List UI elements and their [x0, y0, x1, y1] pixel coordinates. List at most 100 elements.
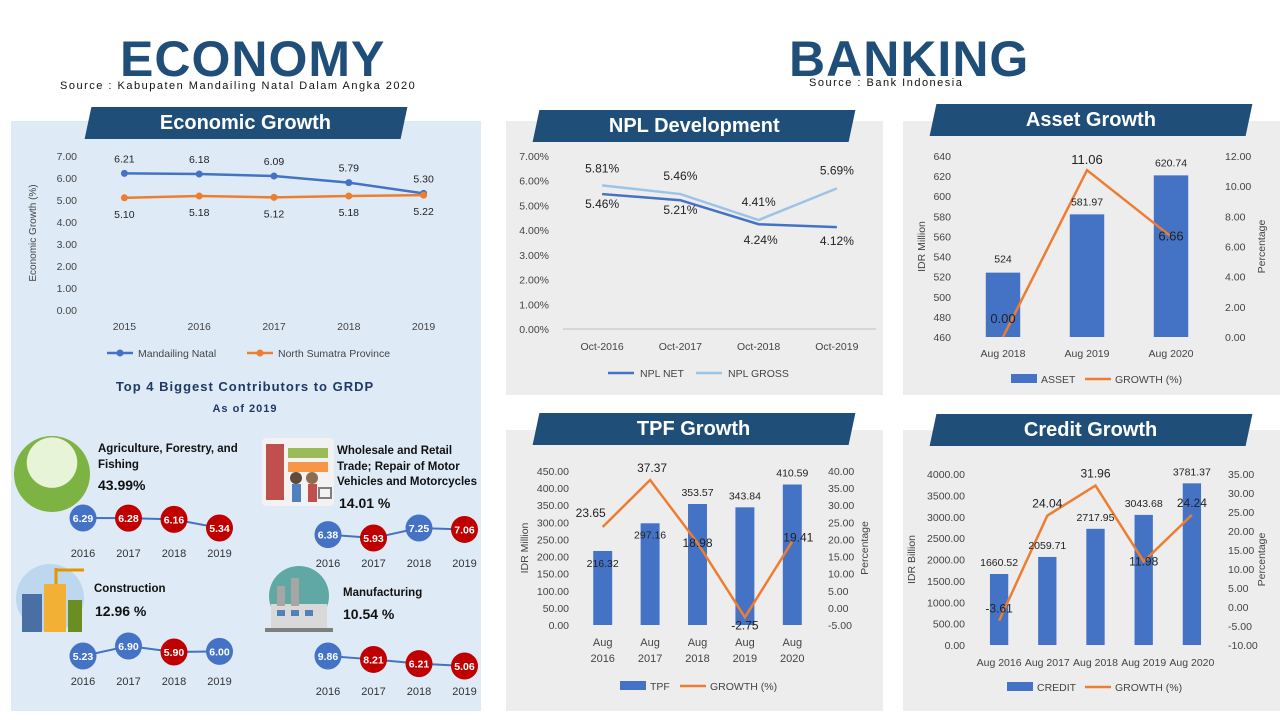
npl-banner: NPL Development: [532, 110, 856, 142]
y-tick-label: 480: [933, 312, 951, 324]
y-tick-label: 1.00: [57, 283, 78, 295]
sector-name-line: Vehicles and Motorcycles: [337, 476, 477, 489]
bar-label: 1660.52: [980, 557, 1018, 569]
year-label: 2017: [116, 548, 140, 560]
value-dot: [360, 645, 387, 673]
sector-manufacturing-chart: 9.86 2016 8.21 2017 6.21 2018 5.06 2019: [314, 642, 478, 698]
y2-tick-label: 0.00: [828, 603, 849, 615]
bar: [735, 507, 755, 625]
y-tick-label: 600: [933, 191, 951, 203]
x-tick-label: Aug 2016: [977, 657, 1022, 669]
legend-marker: [256, 349, 264, 357]
data-point: [345, 192, 353, 200]
data-label: 5.18: [339, 207, 360, 219]
y2-tick-label: 4.00: [1225, 272, 1246, 284]
year-label: 2017: [116, 676, 140, 688]
dot-label: 7.25: [409, 523, 430, 535]
dot-label: 5.90: [164, 647, 185, 659]
data-point: [195, 192, 203, 200]
tpf-chart: 0.00 50.00 100.00 150.00 200.00 250.00 300.00 3…: [519, 461, 871, 693]
economy-title: ECONOMY: [120, 31, 386, 87]
data-label: 4.12%: [820, 234, 854, 248]
y-tick-label: 7.00: [57, 151, 78, 163]
dot-label: 8.21: [363, 654, 384, 666]
banking-title: BANKING: [789, 31, 1030, 87]
bar-label: 524: [994, 254, 1012, 266]
asset-chart: 460 480 500 520 540 560 580 600 620 640 0.00 2.00 4.…: [916, 151, 1268, 386]
legend-marker: [116, 349, 124, 357]
legend-label: CREDIT: [1037, 682, 1077, 694]
series-line: [997, 483, 1193, 622]
y2-tick-label: 0.00: [1225, 332, 1246, 344]
y-tick-label: 50.00: [543, 603, 569, 615]
y-tick-label: 7.00%: [519, 151, 549, 163]
y-tick-label: 500.00: [933, 619, 965, 631]
npl-title: NPL Development: [608, 114, 780, 137]
tpf-banner: TPF Growth: [532, 413, 856, 445]
line-label: 11.06: [1071, 152, 1103, 167]
sector-construction-share: 12.96 %: [95, 603, 147, 619]
y-tick-label: 640: [933, 151, 951, 163]
bar: [688, 504, 707, 625]
data-label: 5.21%: [663, 203, 697, 217]
y2-tick-label: 5.00: [828, 586, 849, 598]
y-tick-label: 5.00%: [519, 200, 549, 212]
line-label: 6.66: [1158, 229, 1183, 244]
year-label: 2016: [316, 686, 340, 698]
year-label: 2018: [162, 676, 186, 688]
data-label: 5.18: [189, 207, 210, 219]
y-tick-label: 2500.00: [927, 533, 965, 545]
y-tick-label: 3000.00: [927, 512, 965, 524]
y2-tick-label: 20.00: [1228, 526, 1254, 538]
legend-label: NPL GROSS: [728, 368, 789, 380]
y-tick-label: 3500.00: [927, 490, 965, 502]
data-point: [345, 179, 353, 187]
data-label: 5.22: [413, 206, 434, 218]
legend-label: TPF: [650, 681, 670, 693]
x-tick-label: 2018: [685, 653, 709, 665]
data-label: 5.81%: [585, 161, 619, 175]
legend-label: North Sumatra Province: [278, 348, 390, 360]
year-label: 2018: [407, 558, 431, 570]
y2-tick-label: 25.00: [828, 517, 854, 529]
bar-label: 620.74: [1155, 157, 1187, 169]
y-tick-label: 540: [933, 252, 951, 264]
x-tick-label: Aug: [783, 637, 803, 649]
x-tick-label: 2019: [412, 321, 436, 333]
value-dot: [314, 521, 342, 549]
y2-axis-label: Percentage: [859, 521, 871, 575]
dot-label: 6.29: [73, 513, 94, 525]
bar-label: 3043.68: [1125, 498, 1163, 510]
dot-label: 5.23: [73, 651, 94, 663]
y-tick-label: 450.00: [537, 466, 569, 478]
y-tick-label: 460: [933, 332, 951, 344]
line-label: 11.98: [1129, 554, 1158, 568]
y2-tick-label: -5.00: [1228, 621, 1252, 633]
value-dot: [206, 514, 233, 542]
dot-label: 5.34: [209, 523, 230, 535]
sector-agriculture-share: 43.99%: [98, 477, 146, 493]
y2-tick-label: 6.00: [1225, 242, 1246, 254]
y2-tick-label: 35.00: [828, 483, 854, 495]
economic-growth-chart: 0.00 1.00 2.00 3.00 4.00 5.00 6.00 7.00 2015 2016…: [28, 151, 436, 360]
y2-axis-label: Percentage: [1256, 219, 1268, 273]
sector-name-line: Construction: [94, 583, 166, 595]
y-tick-label: 0.00%: [519, 324, 549, 336]
x-tick-label: Aug 2020: [1149, 348, 1194, 360]
y-axis-label: IDR Million: [519, 522, 531, 573]
year-label: 2016: [71, 548, 95, 560]
dot-label: 6.90: [118, 641, 139, 653]
x-tick-label: Aug 2018: [1073, 657, 1118, 669]
bar: [593, 550, 613, 625]
series-line: [327, 655, 465, 667]
bar-label: 2059.71: [1028, 540, 1066, 552]
y-tick-label: 200.00: [537, 552, 569, 564]
y-tick-label: 100.00: [537, 586, 569, 598]
x-tick-label: Aug: [593, 637, 613, 649]
sector-name-line: Trade; Repair of Motor: [337, 460, 460, 473]
dot-label: 6.00: [209, 646, 230, 658]
y2-tick-label: 30.00: [1228, 488, 1254, 500]
x-tick-label: 2015: [113, 321, 137, 333]
x-tick-label: Aug: [640, 637, 660, 649]
series-line: [1001, 168, 1172, 338]
